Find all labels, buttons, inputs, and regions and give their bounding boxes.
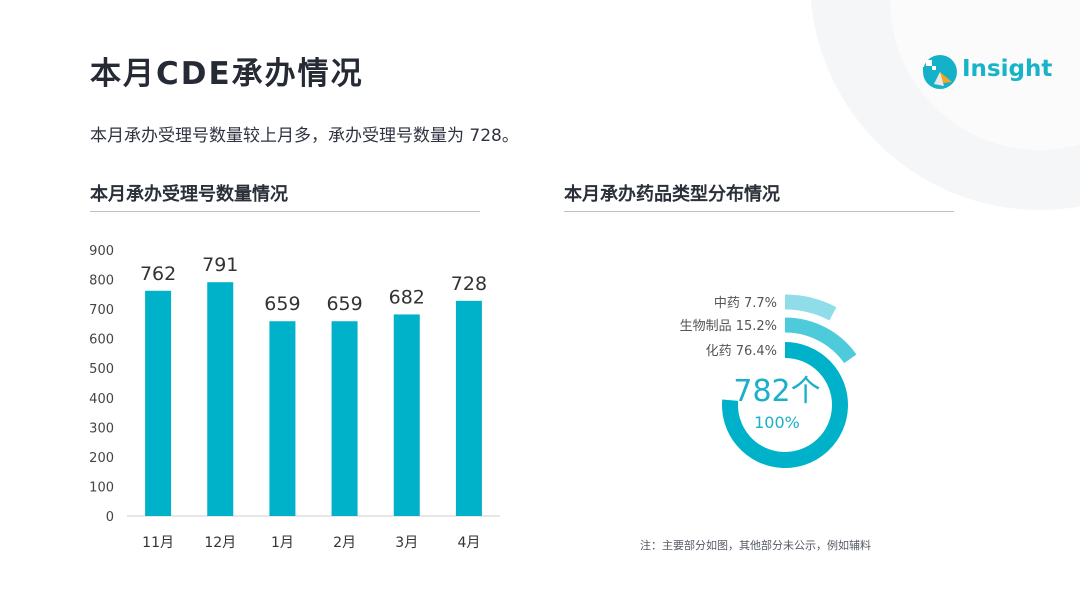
bar-chart-title: 本月承办受理号数量情况: [90, 184, 288, 205]
ring-slice-label: 生物制品 15.2%: [680, 319, 777, 334]
bar: [145, 290, 172, 516]
insight-logo-text: Insight: [962, 56, 1053, 82]
page-title: 本月CDE承办情况: [90, 56, 364, 92]
ring-chart-title: 本月承办药品类型分布情况: [564, 184, 780, 205]
ring-slice-label: 化药 76.4%: [706, 344, 777, 359]
bar: [207, 282, 234, 516]
x-tick-label: 3月: [395, 535, 418, 551]
y-tick-label: 300: [89, 421, 114, 436]
ring-slice-arc: [784, 317, 857, 364]
bar: [455, 300, 482, 516]
x-tick-label: 4月: [457, 535, 480, 551]
ring-slice-label: 中药 7.7%: [714, 296, 777, 311]
y-tick-label: 700: [89, 303, 114, 318]
y-tick-label: 100: [89, 480, 114, 495]
insight-logo: Insight: [920, 52, 1052, 92]
x-tick-label: 2月: [333, 535, 356, 551]
x-tick-label: 11月: [142, 535, 174, 551]
ring-slice-arc: [784, 294, 837, 321]
y-tick-label: 900: [89, 244, 114, 259]
ring-slice-arc: [722, 342, 848, 468]
footnote: 注：主要部分如图，其他部分未公示，例如辅料: [640, 539, 871, 552]
ring-center-value: 782个: [733, 374, 820, 409]
y-tick-label: 800: [89, 274, 114, 289]
bar: [331, 321, 358, 516]
y-tick-label: 0: [106, 510, 114, 525]
y-tick-label: 400: [89, 392, 114, 407]
page-subtitle: 本月承办受理号数量较上月多，承办受理号数量为 728。: [90, 126, 519, 146]
bar-chart: 0 100 200 300 400 500 600 700 800 900 762 11月 791 12月…: [89, 244, 500, 551]
y-tick-label: 600: [89, 333, 114, 348]
bar-data-label: 762: [140, 263, 176, 285]
bar-data-label: 791: [202, 254, 238, 276]
bar-data-label: 659: [326, 293, 362, 315]
bar-data-label: 682: [389, 286, 425, 308]
bar-chart-title-rule: [90, 211, 480, 212]
bar: [269, 321, 296, 516]
ring-center-percent: 100%: [754, 413, 800, 432]
ring-chart: 中药 7.7% 生物制品 15.2% 化药 76.4% 782个 100%: [680, 294, 857, 468]
bar-data-label: 728: [451, 273, 487, 295]
x-tick-label: 12月: [204, 535, 236, 551]
insight-logo-icon: [923, 55, 957, 89]
bar-data-label: 659: [264, 293, 300, 315]
y-tick-label: 500: [89, 362, 114, 377]
bar: [393, 314, 420, 516]
x-tick-label: 1月: [271, 535, 294, 551]
y-tick-label: 200: [89, 451, 114, 466]
ring-chart-title-rule: [564, 211, 954, 212]
